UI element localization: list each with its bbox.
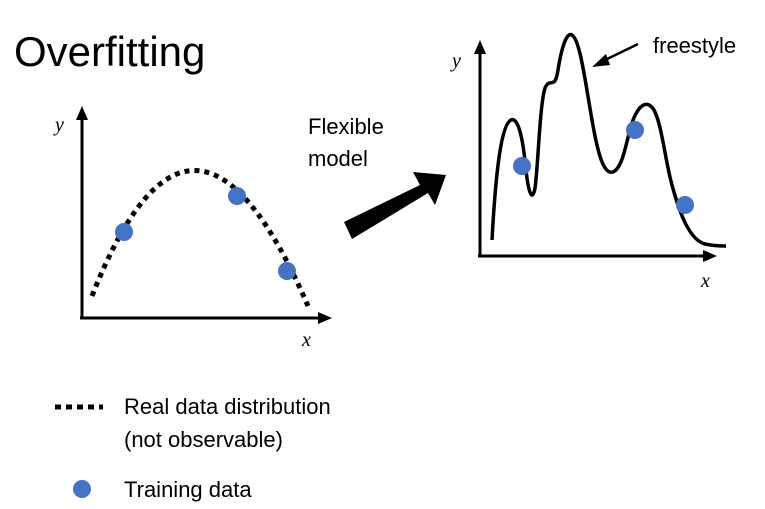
legend-dot-label: Training data	[124, 477, 252, 502]
right-plot-x-axis-arrowhead	[703, 250, 717, 262]
right-training-point	[513, 157, 531, 175]
right-plot-y-label: y	[450, 50, 461, 72]
left-training-point	[115, 223, 133, 241]
legend-dotted-line-label-line1: Real data distribution	[124, 394, 331, 419]
flexible-model-label-line1: Flexible	[308, 114, 384, 139]
real-distribution-curve	[89, 168, 311, 307]
freestyle-annotation: freestyle	[653, 33, 736, 58]
right-plot-y-axis-arrowhead	[474, 40, 486, 54]
flexible-model-label-line2: model	[308, 146, 368, 171]
overfit-model-curve	[490, 32, 727, 248]
thick-arrow-icon	[344, 172, 446, 239]
legend-dotted-line-label-line2: (not observable)	[124, 427, 283, 452]
slide-title: Overfitting	[14, 28, 205, 75]
left-plot: y x	[53, 106, 332, 351]
freestyle-pointer-line	[602, 42, 639, 63]
legend-dot-swatch	[73, 480, 91, 498]
left-plot-x-label: x	[301, 329, 311, 351]
left-plot-y-label: y	[53, 114, 64, 136]
left-plot-x-axis-arrowhead	[318, 312, 332, 324]
flexible-model-arrow: Flexible model	[308, 114, 446, 239]
legend: Real data distribution (not observable) …	[55, 394, 331, 502]
right-training-point	[676, 196, 694, 214]
right-plot: y x freestyle	[450, 32, 736, 292]
right-training-point	[626, 121, 644, 139]
right-plot-x-label: x	[700, 270, 710, 292]
left-plot-y-axis-arrowhead	[76, 106, 88, 120]
freestyle-pointer-arrowhead	[592, 54, 610, 67]
left-training-point	[228, 187, 246, 205]
left-training-point	[278, 262, 296, 280]
